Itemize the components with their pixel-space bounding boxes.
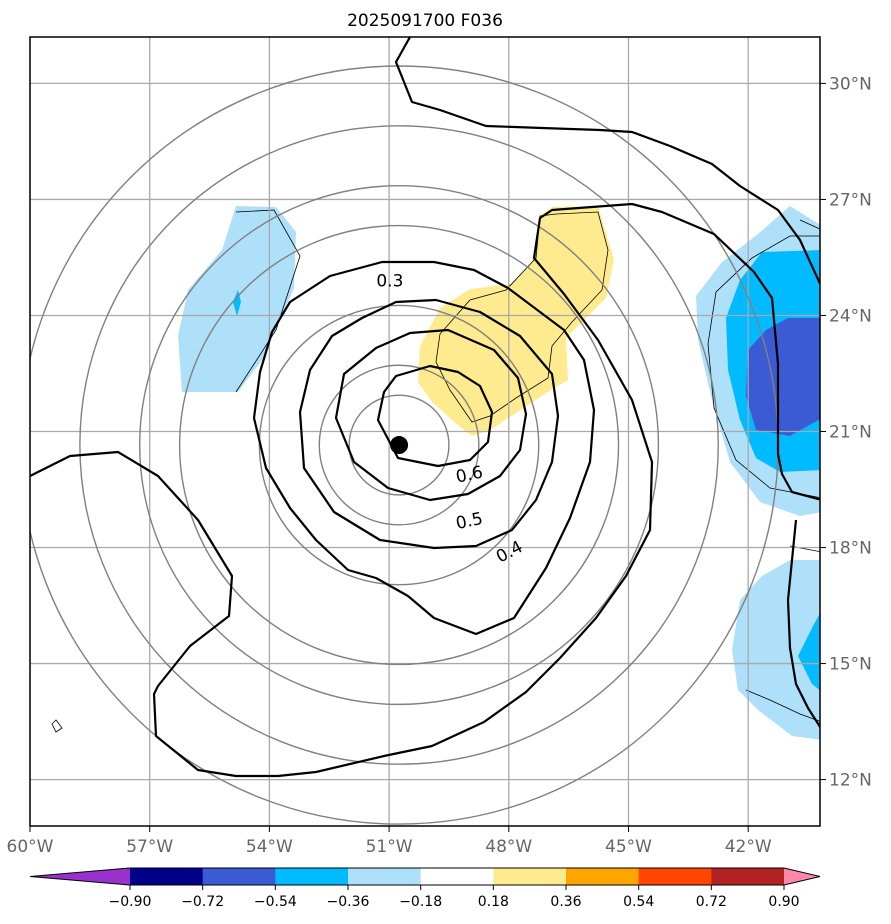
contour-label: 0.5 [454, 509, 485, 534]
shading-boundary-lines [51, 209, 820, 733]
y-tick-label: 24°N [829, 306, 872, 326]
colorbar: −0.90 −0.72 −0.54 −0.36 −0.18 0.18 0.36 0.54 0.7… [29, 867, 821, 910]
chart-title: 2025091700 F036 [347, 11, 503, 31]
lat-lon-grid [30, 37, 820, 826]
colorbar-extend-low [30, 868, 130, 885]
contour-large [394, 37, 820, 287]
colorbar-label: 0.54 [623, 894, 654, 910]
contour-lines [30, 37, 820, 778]
y-axis-ticks: 12°N 15°N 18°N 21°N 24°N 27°N 30°N [820, 74, 872, 791]
shading-outline [799, 219, 820, 230]
colorbar-cell [566, 868, 640, 885]
negative-anomaly-area [746, 318, 820, 436]
y-tick-label: 27°N [829, 190, 872, 210]
shading-outline [707, 235, 820, 499]
x-tick-label: 57°W [126, 837, 173, 857]
colorbar-cell [202, 868, 276, 885]
colorbar-cell [493, 868, 567, 885]
contour-0.4 [298, 298, 560, 550]
x-tick-label: 51°W [366, 837, 413, 857]
colorbar-label: −0.54 [254, 894, 297, 910]
range-ring [178, 224, 620, 666]
contour-label: 0.6 [454, 462, 485, 487]
x-axis-ticks: 60°W 57°W 54°W 51°W 48°W 45°W 42°W [7, 826, 772, 857]
y-tick-label: 15°N [829, 655, 872, 675]
y-tick-label: 21°N [829, 423, 872, 443]
colorbar-cell [130, 868, 204, 885]
x-tick-label: 54°W [246, 837, 293, 857]
y-tick-label: 18°N [829, 539, 872, 559]
shaded-anomaly-layer [178, 206, 820, 740]
colorbar-cell [638, 868, 712, 885]
shading-outline [51, 719, 63, 733]
contour-label: 0.3 [376, 272, 403, 292]
contour-0.3 [252, 260, 596, 636]
colorbar-label: 0.90 [768, 894, 799, 910]
range-ring [318, 364, 480, 526]
x-tick-label: 60°W [7, 837, 54, 857]
colorbar-cell [711, 868, 785, 885]
shading-outline [745, 689, 820, 722]
colorbar-cell [348, 868, 422, 885]
x-tick-label: 42°W [725, 837, 772, 857]
colorbar-cell [275, 868, 349, 885]
y-tick-label: 12°N [829, 771, 872, 791]
contour-large [786, 519, 820, 729]
contour-0.5 [334, 328, 528, 502]
colorbar-label: 0.36 [550, 894, 581, 910]
x-tick-label: 48°W [485, 837, 532, 857]
map-panel: 0.30.60.50.4 [30, 37, 820, 826]
negative-anomaly-area [233, 290, 241, 316]
colorbar-label: −0.36 [327, 894, 370, 910]
range-ring [79, 125, 719, 765]
contour-0.6 [376, 364, 494, 468]
contour-large [30, 202, 820, 778]
colorbar-extend-high [784, 868, 820, 885]
range-ring [139, 184, 660, 706]
negative-anomaly-area [732, 560, 820, 740]
shading-outline [235, 209, 301, 393]
y-tick-label: 30°N [829, 74, 872, 94]
storm-center-marker [390, 436, 409, 455]
range-ring [348, 394, 450, 496]
negative-anomaly-area [798, 613, 820, 691]
colorbar-label: 0.18 [478, 894, 509, 910]
x-tick-label: 45°W [605, 837, 652, 857]
shading-outline [435, 211, 609, 423]
colorbar-label: −0.18 [399, 894, 442, 910]
colorbar-label: −0.72 [181, 894, 224, 910]
colorbar-label: −0.90 [109, 894, 152, 910]
colorbar-label: 0.72 [696, 894, 727, 910]
colorbar-cell [420, 868, 494, 885]
